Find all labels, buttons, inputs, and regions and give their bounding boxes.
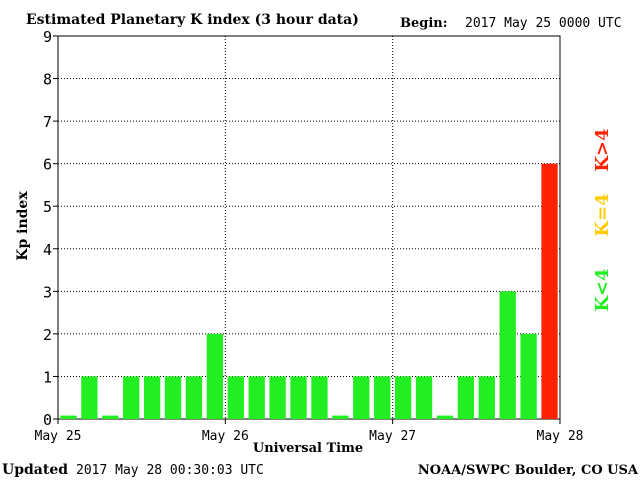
kp-bar <box>499 291 516 419</box>
kp-bar <box>415 376 433 419</box>
updated-label: Updated <box>2 462 68 478</box>
kp-bar <box>478 376 495 419</box>
kp-bar <box>102 415 119 419</box>
begin-label: Begin: <box>400 16 448 31</box>
legend-k-eq-4: K=4 <box>592 193 613 236</box>
plot-area: 0 1 2 3 4 5 6 7 8 9 May 25 May 26 May 27 May 28 <box>35 28 584 444</box>
kp-bar <box>353 376 370 419</box>
kp-bar <box>60 415 77 419</box>
updated-value: 2017 May 28 00:30:03 UTC <box>76 463 264 478</box>
y-tick-label: 1 <box>43 368 52 386</box>
kp-bar <box>311 376 328 419</box>
begin-value: 2017 May 25 0000 UTC <box>465 16 622 31</box>
kp-bar <box>374 376 391 419</box>
kp-bar <box>436 415 454 419</box>
kp-bar <box>206 333 224 419</box>
kp-bar <box>81 376 98 419</box>
kp-bar <box>541 163 558 419</box>
y-tick-label: 3 <box>43 283 52 301</box>
y-axis-label: Kp index <box>15 191 31 261</box>
y-tick-label: 6 <box>43 156 52 174</box>
kp-bar <box>332 415 349 419</box>
kp-bar <box>143 376 161 419</box>
x-tick-label: May 28 <box>537 429 584 444</box>
kp-bar <box>227 376 244 419</box>
y-tick-label: 9 <box>43 28 52 46</box>
x-axis-label: Universal Time <box>253 441 363 456</box>
y-tick-label: 4 <box>43 241 52 259</box>
y-tick-label: 7 <box>43 113 52 131</box>
kp-bar <box>123 376 140 419</box>
kp-bar <box>164 376 182 419</box>
y-tick-label: 0 <box>43 411 52 429</box>
kp-bar <box>290 376 307 419</box>
source-credit: NOAA/SWPC Boulder, CO USA <box>418 463 639 478</box>
kp-bar <box>457 376 475 419</box>
kp-bar <box>394 376 412 419</box>
y-tick-label: 8 <box>43 71 52 89</box>
y-tick-label: 2 <box>43 326 52 344</box>
kp-bar <box>185 376 203 419</box>
kp-bar <box>520 333 537 419</box>
kp-bar <box>248 376 265 419</box>
x-tick-label: May 26 <box>202 429 249 444</box>
kp-bar <box>269 376 286 419</box>
legend-k-gt-4: K>4 <box>592 128 613 171</box>
legend-k-lt-4: K<4 <box>592 268 613 311</box>
chart-title: Estimated Planetary K index (3 hour data… <box>26 12 359 28</box>
plot-frame <box>57 35 561 420</box>
x-tick-label: May 27 <box>369 429 416 444</box>
y-tick-label: 5 <box>43 198 52 216</box>
x-tick-label: May 25 <box>35 429 82 444</box>
